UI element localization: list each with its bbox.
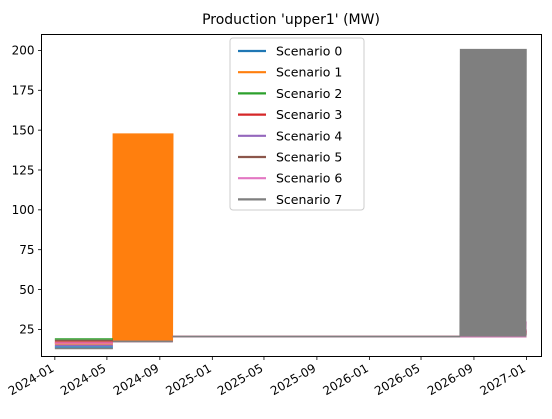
x-tick-label-5: 2025-09 — [268, 361, 318, 398]
y-axis: 25 50 75 100 125 150 175 200 — [12, 44, 42, 337]
legend-box — [229, 37, 365, 211]
x-axis: 2024-01 2024-05 2024-09 2025-01 2025-05 2025-… — [6, 356, 528, 398]
x-tick-label-3: 2025-01 — [163, 361, 213, 398]
series-7-segment-3 — [459, 48, 527, 337]
series-7 — [54, 48, 527, 350]
x-tick-label-7: 2026-05 — [372, 361, 422, 398]
x-tick-label-4: 2025-05 — [215, 361, 265, 398]
x-tick-label-2: 2024-09 — [111, 361, 161, 398]
legend-label-6: Scenario 6 — [276, 171, 342, 186]
y-tick-label-6: 175 — [12, 84, 35, 98]
x-tick-label-0: 2024-01 — [6, 361, 56, 398]
legend-label-7: Scenario 7 — [276, 192, 342, 207]
legend-label-3: Scenario 3 — [276, 107, 342, 122]
x-tick-label-6: 2026-01 — [320, 361, 370, 398]
y-tick-label-1: 50 — [19, 283, 34, 297]
plot-area — [54, 48, 527, 350]
legend-label-1: Scenario 1 — [276, 65, 342, 80]
x-tick-label-1: 2024-05 — [58, 361, 108, 398]
series-1-segment-1 — [112, 133, 174, 342]
y-tick-label-7: 200 — [12, 44, 35, 58]
y-tick-label-3: 100 — [12, 203, 35, 217]
legend-label-4: Scenario 4 — [276, 128, 342, 143]
x-tick-label-8: 2026-09 — [425, 361, 475, 398]
legend-label-0: Scenario 0 — [276, 44, 342, 59]
legend-label-2: Scenario 2 — [276, 86, 342, 101]
legend-label-5: Scenario 5 — [276, 150, 342, 165]
y-tick-label-4: 125 — [12, 163, 35, 177]
chart-title: Production 'upper1' (MW) — [202, 12, 380, 28]
x-tick-label-9: 2027-01 — [478, 361, 528, 398]
y-tick-label-0: 25 — [19, 323, 34, 337]
axes-frame — [41, 34, 542, 357]
y-tick-label-5: 150 — [12, 123, 35, 137]
y-tick-label-2: 75 — [19, 243, 34, 257]
legend: Scenario 0 Scenario 1 Scenario 2 Scenario 3… — [229, 37, 365, 211]
